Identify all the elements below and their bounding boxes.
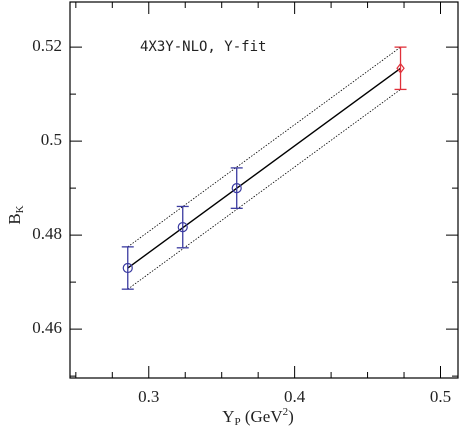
x-label-part: ) [288, 407, 294, 426]
y-label-part: B [5, 213, 24, 224]
x-label-part: P [234, 416, 240, 428]
x-tick-label: 0.3 [138, 387, 159, 406]
x-tick-label: 0.5 [430, 387, 451, 406]
fit-line [127, 67, 401, 269]
y-tick-label: 0.52 [32, 36, 62, 55]
x-label-part: 2 [283, 406, 289, 418]
plot-frame [69, 1, 459, 379]
y-label-part: K [14, 205, 26, 213]
y-axis-title: BK [5, 205, 26, 224]
annotation: 4X3Y-NLO, Y-fit [140, 39, 266, 55]
fit-band-lower [127, 89, 401, 290]
y-tick-label: 0.46 [32, 318, 62, 337]
y-tick-label: 0.5 [41, 130, 62, 149]
x-axis-title: YP (GeV2) [222, 406, 294, 428]
x-label-part: Y [222, 407, 234, 426]
point [231, 183, 242, 194]
y-tick-label: 0.48 [32, 224, 62, 243]
x-tick-label: 0.4 [284, 387, 306, 406]
point [396, 62, 405, 74]
x-label-part: (GeV [241, 407, 284, 426]
point [177, 222, 188, 233]
point [122, 262, 133, 274]
fit-band-upper [127, 46, 401, 248]
